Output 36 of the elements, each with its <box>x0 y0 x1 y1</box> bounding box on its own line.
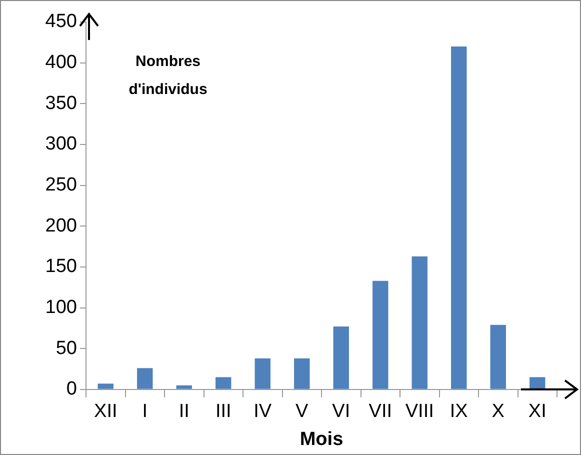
y-tick-label: 50 <box>56 338 77 359</box>
bar <box>372 280 388 389</box>
y-tick-label: 150 <box>45 256 77 278</box>
x-tick-label: V <box>296 401 309 422</box>
y-tick-label: 250 <box>45 174 77 196</box>
x-tick-label: IV <box>254 401 272 422</box>
y-tick-label: 100 <box>45 296 77 318</box>
bar <box>412 256 428 389</box>
x-axis-title: Mois <box>300 428 344 450</box>
x-tick-label: VI <box>332 401 350 422</box>
x-tick-label: XI <box>528 401 546 422</box>
x-tick-label: VIII <box>405 401 434 422</box>
y-tick-label: 0 <box>66 378 77 400</box>
x-tick-label: IX <box>450 401 468 422</box>
bar <box>451 46 467 389</box>
x-tick-label: X <box>492 401 505 422</box>
bar <box>98 384 114 389</box>
bar <box>530 377 546 389</box>
bar <box>294 358 310 389</box>
bar <box>216 377 232 389</box>
y-tick-label: 350 <box>45 92 77 114</box>
x-tick-label: XII <box>94 401 118 422</box>
y-tick-label: 400 <box>45 52 77 74</box>
x-tick-label: I <box>142 401 148 422</box>
x-tick-label: III <box>215 401 232 422</box>
bar <box>137 368 153 389</box>
bar <box>254 358 270 389</box>
y-axis-title: Nombres d'individus <box>128 53 208 98</box>
bar <box>176 385 192 389</box>
bar <box>490 324 506 389</box>
y-tick-label: 200 <box>45 215 77 236</box>
y-tick-label: 300 <box>45 134 77 155</box>
y-tick-label: 450 <box>45 11 77 32</box>
x-tick-label: II <box>178 401 190 422</box>
x-tick-label: VII <box>368 401 392 422</box>
bar <box>333 326 349 389</box>
